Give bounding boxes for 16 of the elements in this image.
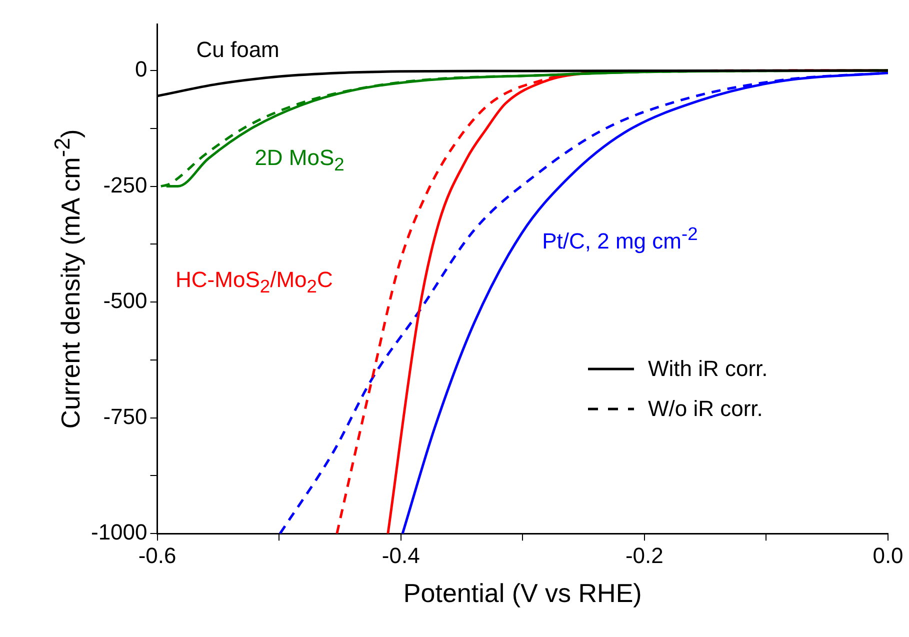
annotation: W/o iR corr. bbox=[648, 396, 763, 422]
series-label: Pt/C, 2 mg cm$^{-2}$ bbox=[542, 223, 698, 255]
x-tick-label: -0.4 bbox=[382, 542, 420, 568]
y-tick-label: -750 bbox=[103, 404, 148, 429]
y-tick-label: -1000 bbox=[90, 520, 148, 545]
x-tick-label: -0.6 bbox=[138, 542, 176, 568]
series-label: Cu foam bbox=[196, 37, 280, 64]
y-tick-label: -250 bbox=[103, 172, 148, 198]
y-tick-label: -500 bbox=[103, 288, 148, 314]
annotation: With iR corr. bbox=[648, 356, 768, 382]
x-tick-label: 0.0 bbox=[872, 542, 904, 568]
text: HC-MoS$_{2}$/Mo$_{2}$C bbox=[176, 267, 333, 298]
y-tick-label: 0 bbox=[135, 56, 148, 82]
series-label: 2D MoS$_{2}$ bbox=[254, 144, 344, 175]
x-axis-title: Potential (V vs RHE) bbox=[403, 578, 642, 609]
x-tick-label: -0.2 bbox=[625, 542, 664, 568]
